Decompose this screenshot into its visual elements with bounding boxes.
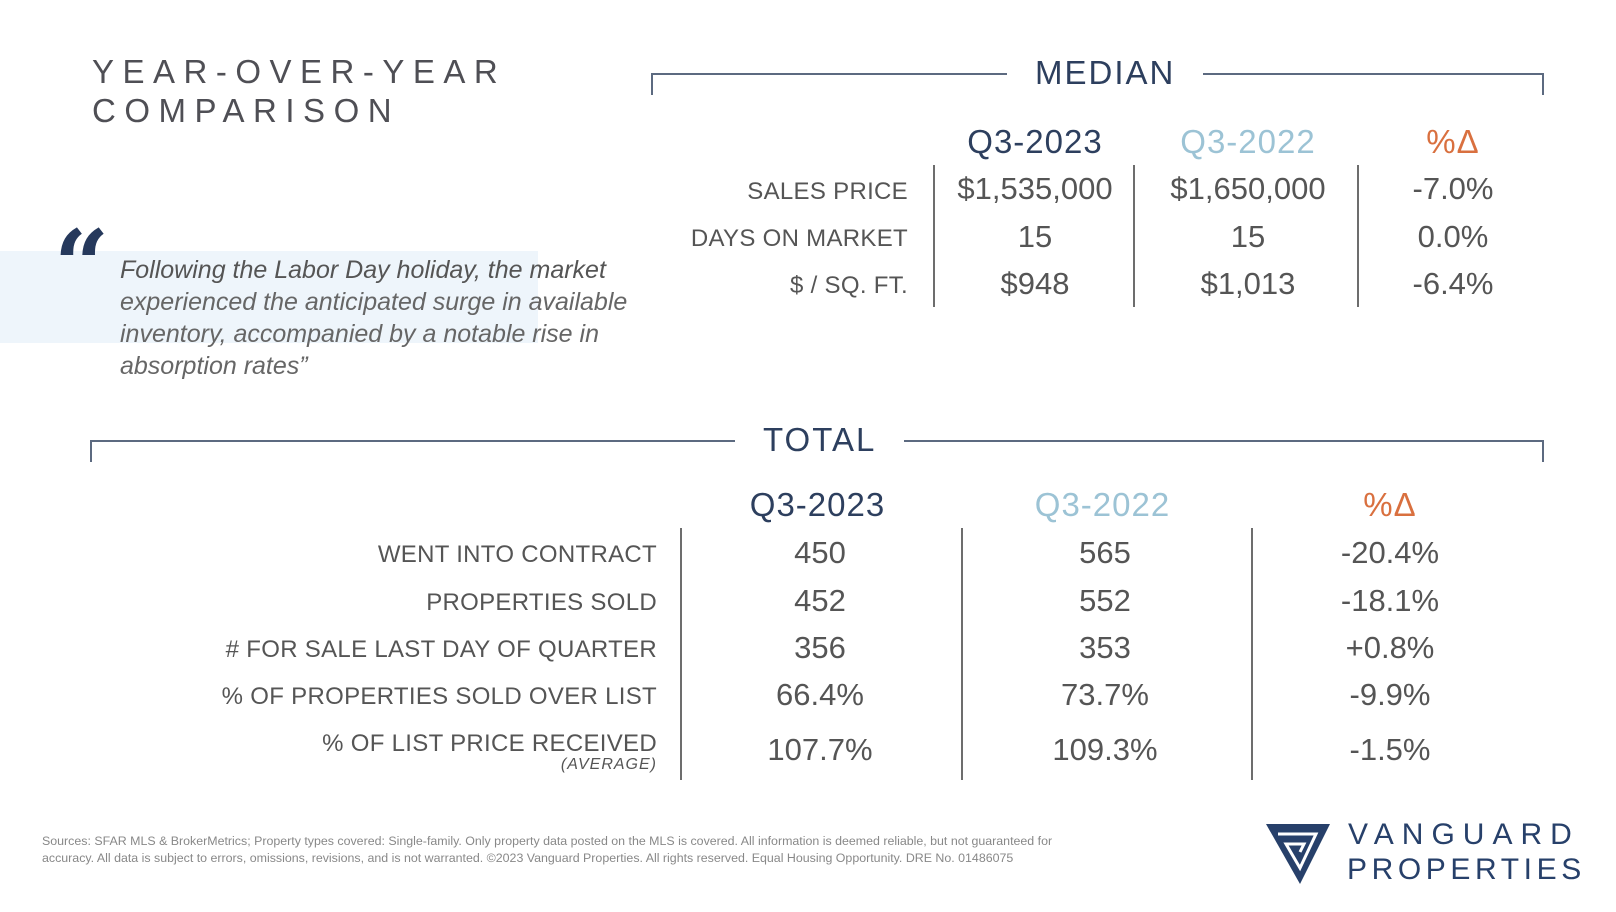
row-label: PROPERTIES SOLD [426, 589, 657, 616]
page-title: YEAR-OVER-YEAR COMPARISON [92, 52, 506, 130]
vanguard-logo-icon [1266, 824, 1330, 884]
total-column-divider [1251, 528, 1253, 780]
median-column-divider [1133, 165, 1135, 307]
quote-background [0, 251, 538, 343]
pull-quote-line: experienced the anticipated surge in ava… [120, 288, 628, 316]
total-header-delta: %Δ [1363, 486, 1417, 523]
row-label: $ / SQ. FT. [790, 272, 908, 299]
median-section-label: MEDIAN [1007, 53, 1204, 93]
value-delta: -20.4% [1340, 535, 1440, 570]
row-label: SALES PRICE [747, 178, 908, 205]
pull-quote-line: Following the Labor Day holiday, the mar… [120, 256, 606, 284]
value-delta: -18.1% [1340, 583, 1440, 618]
value-delta: 0.0% [1417, 219, 1489, 254]
total-column-divider [961, 528, 963, 780]
value-previous: 109.3% [1052, 732, 1158, 767]
page-title-line-2: COMPARISON [92, 92, 401, 129]
row-label: DAYS ON MARKET [690, 225, 908, 252]
value-previous: 353 [1079, 630, 1131, 665]
row-sublabel: (AVERAGE) [560, 756, 657, 773]
footer-line: Sources: SFAR MLS & BrokerMetrics; Prope… [42, 834, 1053, 848]
pull-quote-line: inventory, accompanied by a notable rise… [120, 320, 599, 348]
median-column-divider [933, 165, 935, 307]
total-header-current: Q3-2023 [749, 486, 886, 523]
value-current: 450 [794, 535, 846, 570]
value-current: 452 [794, 583, 846, 618]
total-header-previous: Q3-2022 [1034, 486, 1171, 523]
value-current: 15 [1017, 219, 1053, 254]
page-title-line-1: YEAR-OVER-YEAR [92, 53, 507, 90]
value-delta: -1.5% [1349, 732, 1431, 767]
pull-quote-line: absorption rates” [120, 352, 308, 380]
value-delta: -7.0% [1412, 171, 1494, 206]
value-previous: 552 [1079, 583, 1131, 618]
row-label: # FOR SALE LAST DAY OF QUARTER [225, 636, 657, 663]
value-delta: +0.8% [1345, 630, 1435, 665]
row-label: WENT INTO CONTRACT [377, 541, 657, 568]
quote-open-icon: “ [54, 209, 109, 322]
row-label: % OF PROPERTIES SOLD OVER LIST [221, 683, 657, 710]
median-header-delta: %Δ [1426, 123, 1480, 160]
value-previous: $1,013 [1200, 266, 1296, 301]
row-label: % OF LIST PRICE RECEIVED [322, 730, 657, 757]
logo-wordmark-vanguard: VANGUARD [1348, 818, 1580, 851]
total-section-label: TOTAL [735, 420, 905, 460]
value-delta: -9.9% [1349, 677, 1431, 712]
logo-wordmark-properties: PROPERTIES [1347, 853, 1586, 886]
value-current: 66.4% [776, 677, 864, 712]
footer-disclaimer: Sources: SFAR MLS & BrokerMetrics; Prope… [42, 833, 1192, 866]
value-previous: 565 [1079, 535, 1131, 570]
median-header-current: Q3-2023 [967, 123, 1103, 160]
value-current: $1,535,000 [957, 171, 1113, 206]
value-delta: -6.4% [1412, 266, 1494, 301]
value-previous: 15 [1230, 219, 1266, 254]
pull-quote: Following the Labor Day holiday, the mar… [120, 254, 640, 382]
total-column-divider [680, 528, 682, 780]
median-header-previous: Q3-2022 [1180, 123, 1316, 160]
value-previous: $1,650,000 [1170, 171, 1326, 206]
value-current: 107.7% [767, 732, 873, 767]
value-current: $948 [1000, 266, 1070, 301]
value-previous: 73.7% [1061, 677, 1149, 712]
value-current: 356 [794, 630, 846, 665]
median-column-divider [1357, 165, 1359, 307]
footer-line: accuracy. All data is subject to errors,… [42, 850, 1014, 865]
